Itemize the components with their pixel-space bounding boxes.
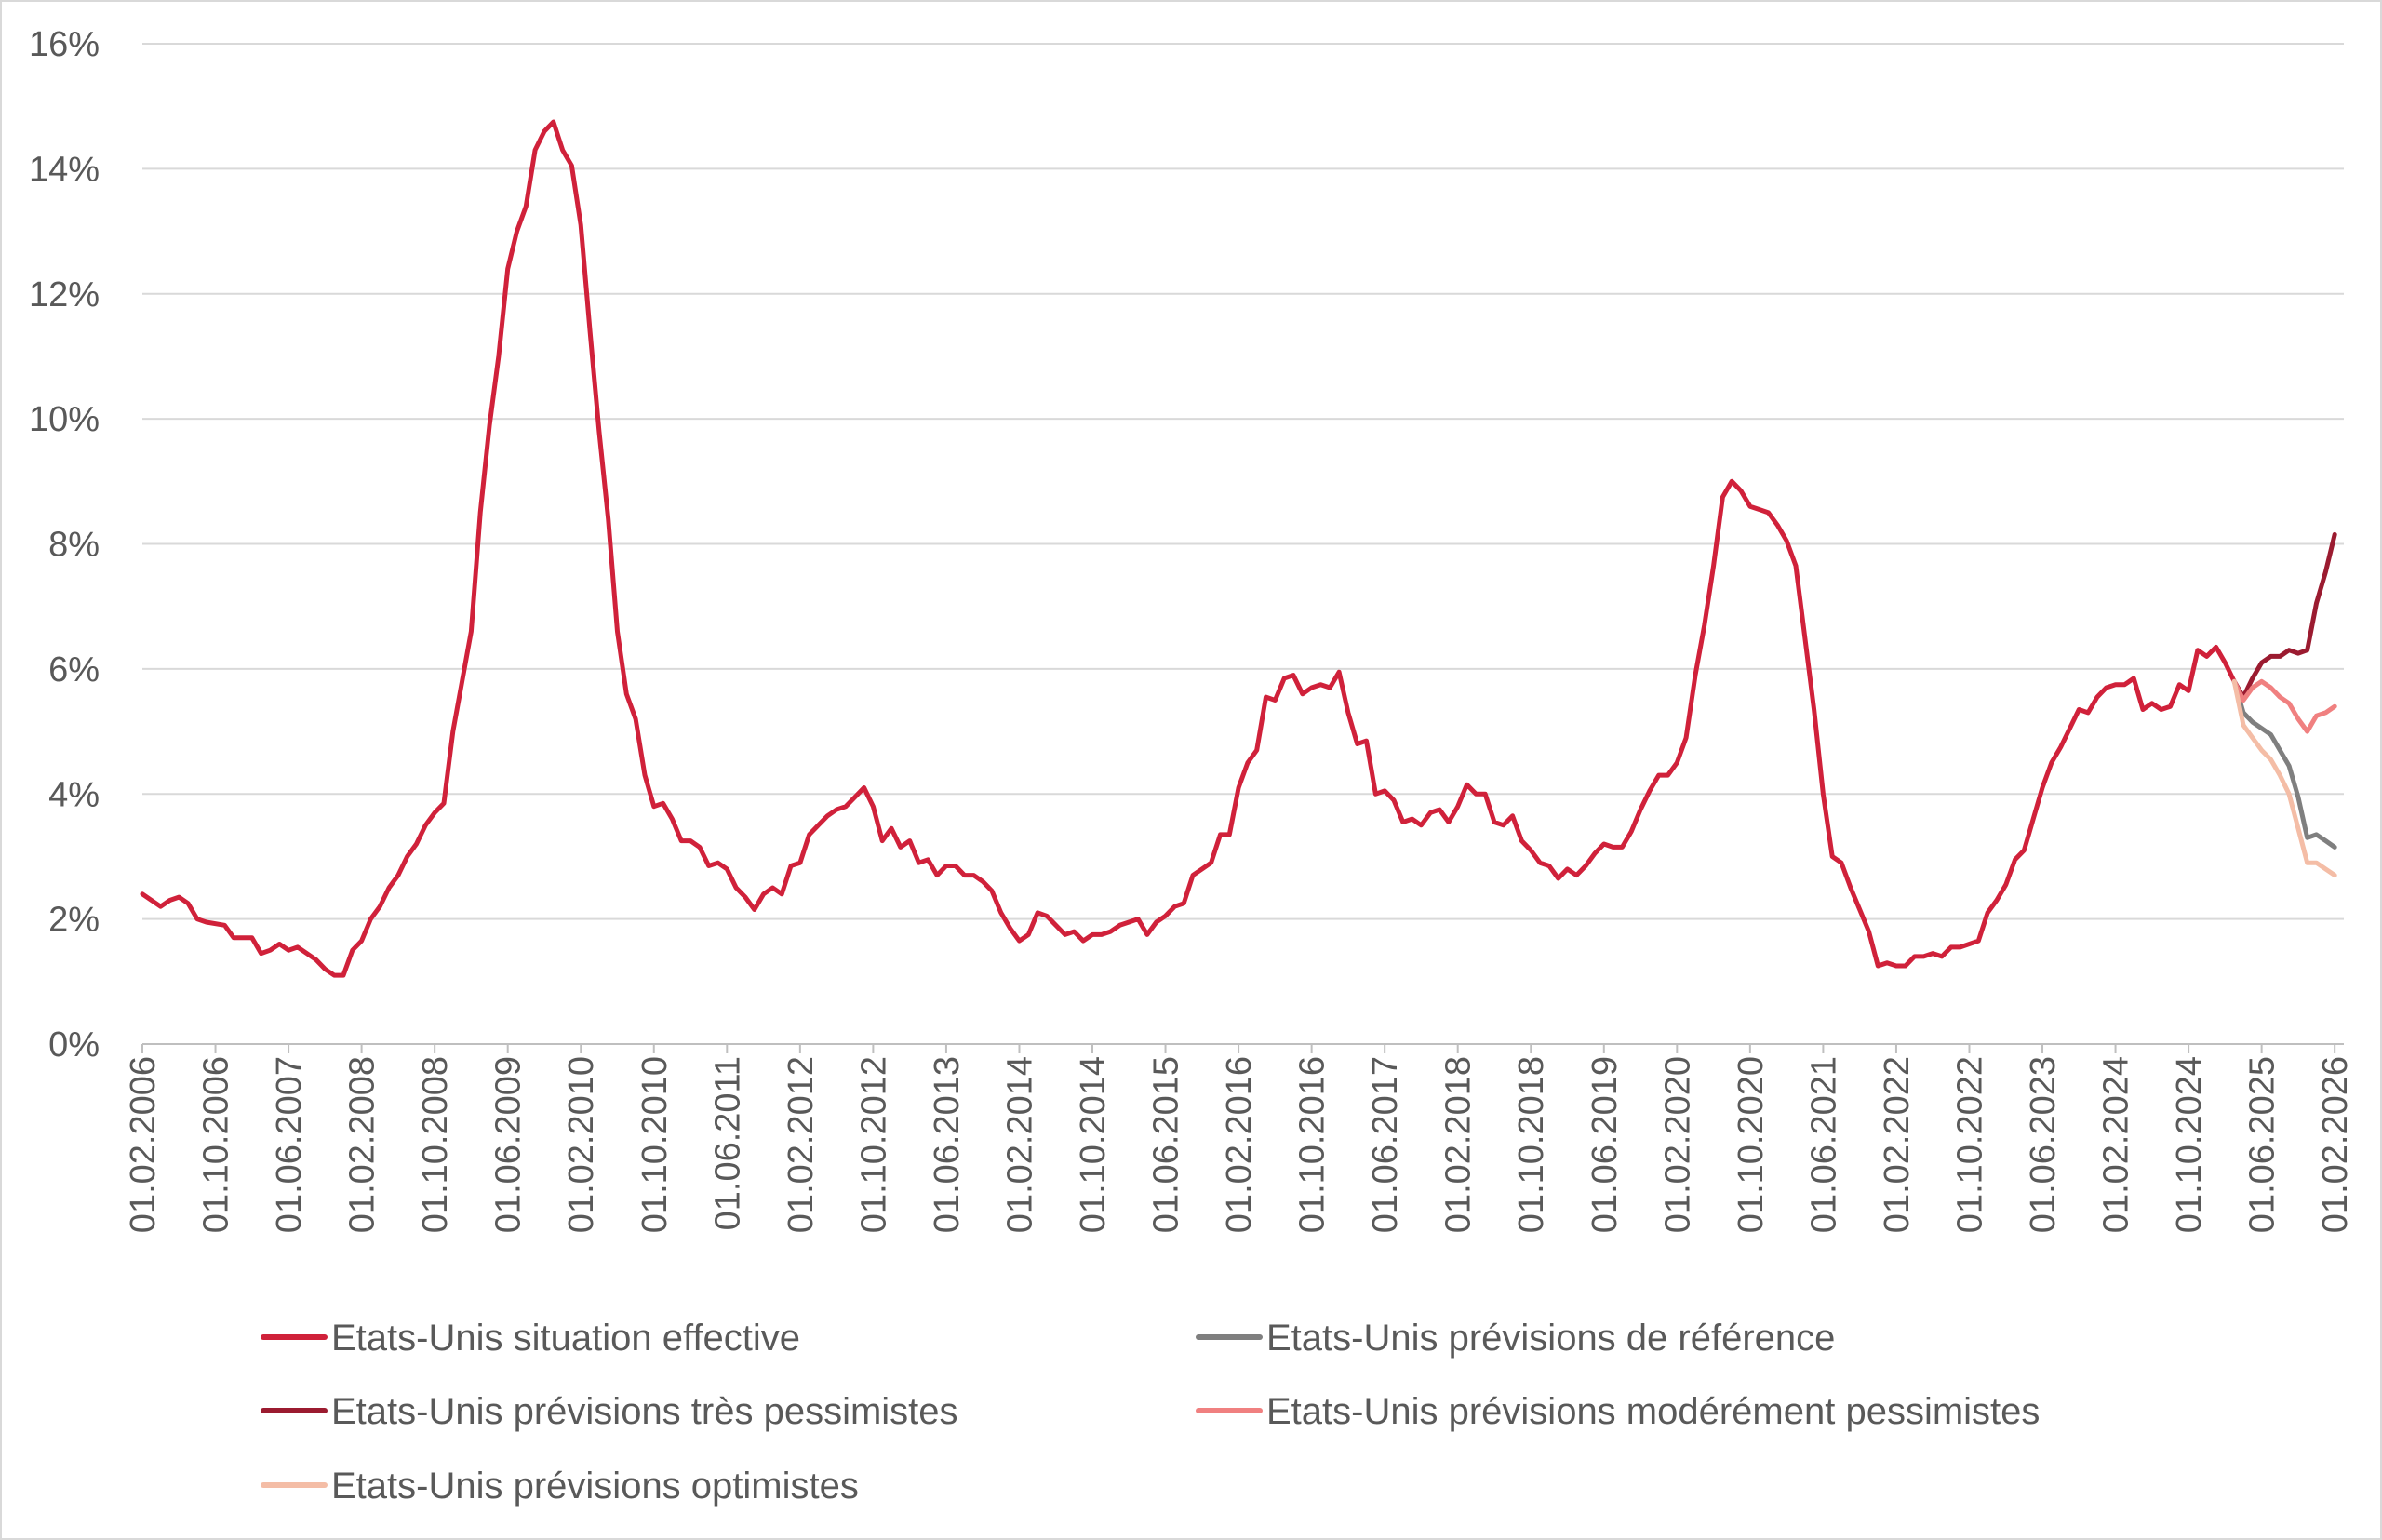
x-tick-label: 01.02.2006: [124, 1056, 163, 1233]
x-tick-label: 01.06.2013: [928, 1056, 967, 1233]
x-tick-label: 01.10.2006: [197, 1056, 236, 1233]
x-tick-label: 01.06.2015: [1147, 1056, 1186, 1233]
y-tick-label: 6%: [48, 650, 100, 690]
gridlines: [142, 43, 2344, 920]
x-tick-label: 01.10.2014: [1074, 1056, 1113, 1233]
x-tick-label: 01.06.2019: [1586, 1056, 1625, 1233]
y-tick-label: 12%: [29, 275, 100, 315]
x-tick-label: 01.10.2012: [854, 1056, 893, 1233]
x-tick-label: 01.06.2021: [1804, 1056, 1843, 1233]
y-tick-label: 16%: [29, 25, 100, 64]
x-tick-label: 01.02.2026: [2316, 1056, 2355, 1233]
x-tick-label: 01.02.2012: [782, 1056, 821, 1233]
x-tick-label: 01.06.2011: [708, 1056, 747, 1230]
x-tick-label: 01.10.2016: [1293, 1056, 1332, 1233]
x-tick-label: 01.10.2008: [416, 1056, 455, 1233]
x-tick-label: 01.10.2018: [1512, 1056, 1551, 1233]
series-line-0: [140, 119, 2237, 978]
x-tick-label: 01.02.2016: [1220, 1056, 1259, 1233]
x-axis: 01.02.2006 01.10.2006 01.06.2007 01.02.2008…: [124, 1043, 2355, 1233]
x-tick-label: 01.06.2007: [270, 1056, 309, 1233]
legend: Etats-Unis situation effective Etats-Unis…: [261, 1318, 2040, 1507]
series-line-1: [2231, 678, 2337, 850]
legend-label-3: Etats-Unis prévisions modérément pessimi…: [1266, 1391, 2040, 1432]
y-tick-label: 4%: [48, 775, 100, 814]
x-tick-label: 01.02.2010: [562, 1056, 601, 1233]
legend-label-1: Etats-Unis prévisions de référence: [1266, 1318, 1835, 1359]
x-tick-label: 01.10.2022: [1950, 1056, 1989, 1233]
y-tick-label: 14%: [29, 150, 100, 189]
x-tick-label: 01.06.2025: [2243, 1056, 2282, 1233]
x-tick-label: 01.02.2024: [2097, 1056, 2136, 1233]
x-tick-label: 01.02.2020: [1658, 1056, 1697, 1233]
x-tick-label: 01.06.2023: [2024, 1056, 2063, 1233]
x-tick-label: 01.02.2008: [343, 1056, 382, 1233]
y-axis: 0% 2% 4% 6% 8% 10% 12% 14% 16%: [29, 25, 100, 1065]
y-tick-label: 8%: [48, 526, 100, 565]
series-line-2: [2231, 531, 2337, 700]
legend-label-0: Etats-Unis situation effective: [331, 1318, 800, 1359]
x-tick-label: 01.02.2014: [1000, 1056, 1039, 1233]
legend-label-2: Etats-Unis prévisions très pessimistes: [331, 1391, 958, 1432]
y-tick-label: 0%: [48, 1025, 100, 1065]
series-lines: [140, 119, 2337, 978]
x-tick-label: 01.10.2024: [2170, 1056, 2209, 1233]
x-tick-label: 01.10.2010: [636, 1056, 675, 1233]
x-tick-label: 01.02.2022: [1878, 1056, 1917, 1233]
x-tick-label: 01.02.2018: [1439, 1056, 1479, 1233]
legend-label-4: Etats-Unis prévisions optimistes: [331, 1466, 859, 1507]
x-tick-label: 01.06.2017: [1366, 1056, 1405, 1233]
series-line-4: [2231, 678, 2337, 878]
x-tick-label: 01.06.2009: [489, 1056, 529, 1233]
y-tick-label: 10%: [29, 400, 100, 439]
y-tick-label: 2%: [48, 901, 100, 940]
series-line-3: [2231, 678, 2337, 734]
x-tick-label: 01.10.2020: [1732, 1056, 1771, 1233]
